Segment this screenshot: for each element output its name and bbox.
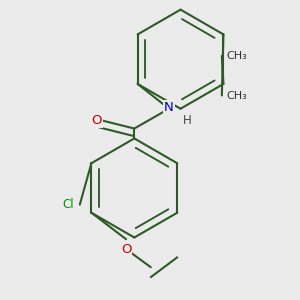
Text: O: O [121, 243, 131, 256]
Text: Cl: Cl [62, 198, 74, 211]
Text: H: H [183, 114, 191, 127]
Text: CH₃: CH₃ [226, 91, 247, 100]
Text: N: N [164, 101, 174, 114]
Text: O: O [91, 114, 102, 127]
Text: CH₃: CH₃ [226, 51, 247, 61]
